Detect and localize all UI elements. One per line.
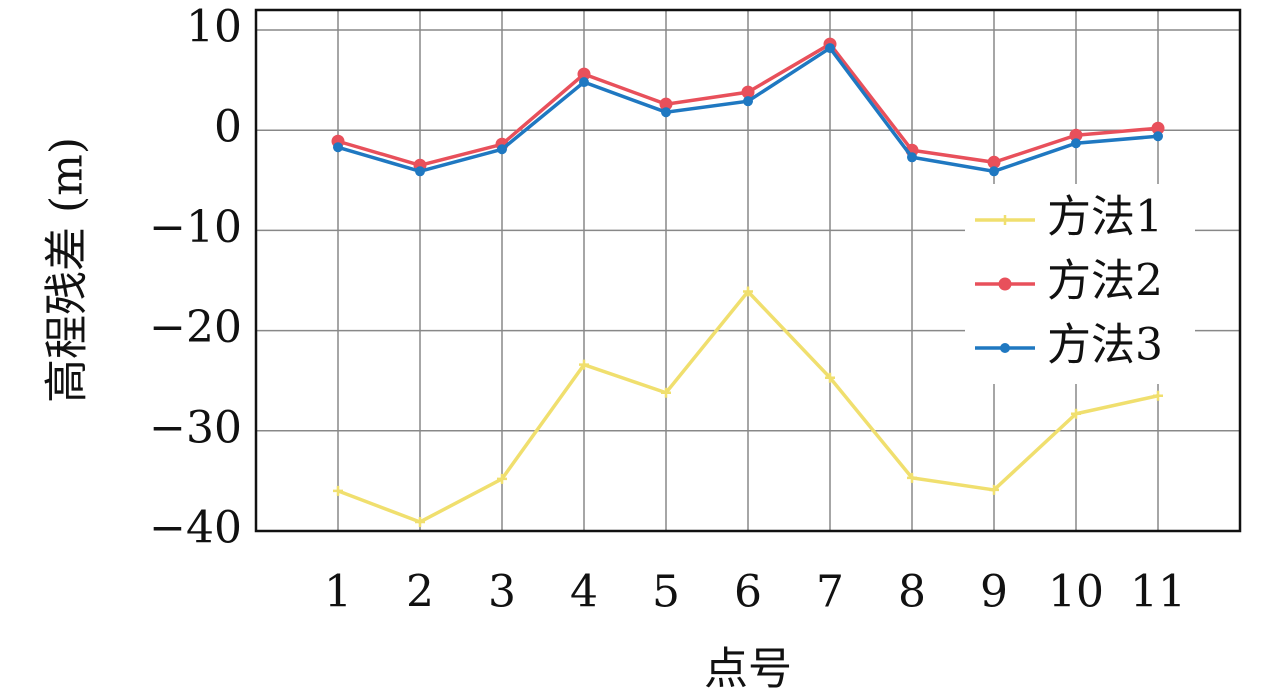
legend-marker: [1000, 215, 1010, 225]
y-tick-label: −30: [149, 402, 242, 453]
x-tick-label: 4: [570, 567, 598, 618]
data-point: [1151, 121, 1165, 135]
y-tick-label: 10: [186, 2, 242, 53]
y-axis-label: 高程残差 (m): [42, 137, 93, 403]
data-point: [989, 166, 999, 177]
data-point: [579, 359, 589, 370]
x-tick-label: 2: [406, 567, 434, 618]
x-tick-label: 9: [980, 567, 1008, 618]
data-point: [1071, 408, 1081, 419]
data-point: [825, 372, 835, 383]
data-point: [415, 516, 425, 527]
y-tick-label: 0: [214, 102, 242, 153]
data-point: [825, 43, 835, 54]
x-tick-label: 1: [324, 567, 352, 618]
data-point: [1069, 128, 1083, 142]
data-point: [989, 484, 999, 495]
y-tick-label: −20: [149, 302, 242, 353]
data-point: [415, 166, 425, 177]
legend-label: 方法1: [1047, 192, 1163, 243]
data-point: [1153, 390, 1163, 401]
legend-marker: [998, 277, 1012, 291]
data-point: [661, 387, 671, 398]
x-tick-label: 5: [652, 567, 680, 618]
x-tick-label: 8: [898, 567, 926, 618]
data-point: [333, 142, 343, 153]
y-tick-label: −10: [149, 202, 242, 253]
data-point: [1153, 131, 1163, 142]
x-tick-label: 6: [734, 567, 762, 618]
data-point: [579, 77, 589, 88]
data-point: [661, 107, 671, 118]
data-point: [577, 67, 591, 81]
x-axis-label: 点号: [704, 644, 792, 695]
x-tick-label: 11: [1130, 567, 1186, 618]
data-point: [1071, 138, 1081, 149]
x-tick-label: 10: [1048, 567, 1104, 618]
data-point: [907, 152, 917, 163]
plot-frame: [254, 8, 1242, 533]
x-tick-label: 3: [488, 567, 516, 618]
data-point: [497, 144, 507, 155]
data-point: [743, 286, 753, 297]
legend-marker: [1000, 343, 1010, 353]
data-point: [907, 472, 917, 483]
data-point: [659, 97, 673, 111]
data-point: [497, 473, 507, 484]
legend-label: 方法3: [1047, 320, 1163, 371]
x-tick-label: 7: [816, 567, 844, 618]
data-point: [741, 85, 755, 99]
data-point: [333, 485, 343, 496]
legend-label: 方法2: [1047, 256, 1163, 307]
data-point: [743, 96, 753, 107]
y-tick-label: −40: [149, 503, 242, 554]
data-point: [987, 155, 1001, 169]
